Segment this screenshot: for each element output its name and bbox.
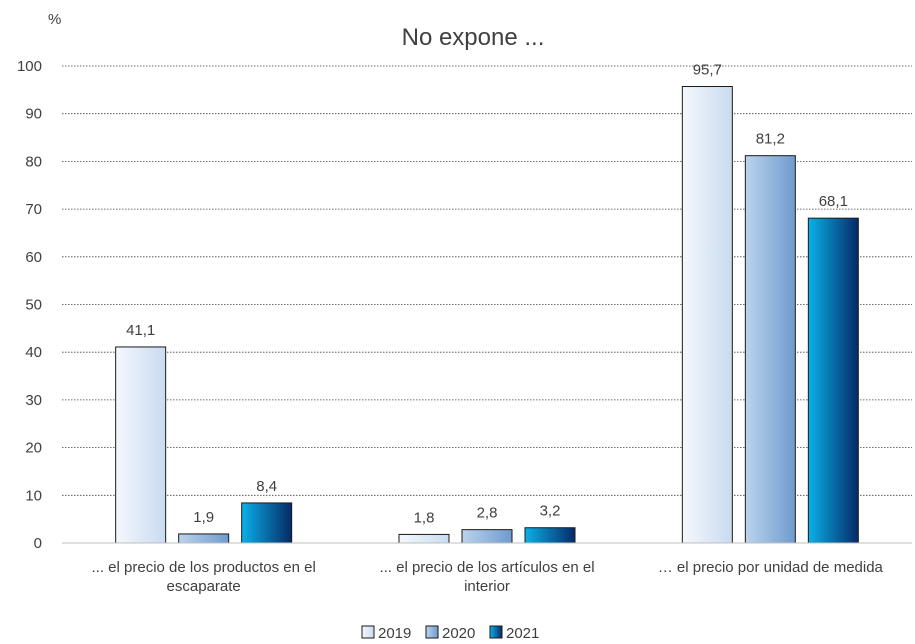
- data-label: 95,7: [693, 62, 722, 79]
- y-tick-label: 40: [25, 344, 42, 361]
- bar-2019-cat2: [398, 533, 450, 544]
- data-labels: 41,1 1,9 8,4 1,8 2,8 3,2 95,7 81,2 68,1: [126, 62, 848, 527]
- bar-2020-cat2: [461, 529, 513, 544]
- bar-2021-cat3: [807, 217, 859, 544]
- bar-2020-cat1: [178, 533, 230, 544]
- legend: 2019 2020 2021: [361, 625, 539, 642]
- y-tick-label: 70: [25, 201, 42, 218]
- y-tick-label: 20: [25, 440, 42, 457]
- legend-label: 2019: [378, 625, 411, 642]
- x-category-label: escaparate: [167, 578, 241, 595]
- legend-swatch-2019: [361, 625, 375, 639]
- chart-title: No expone ...: [402, 24, 545, 51]
- data-label: 1,8: [414, 509, 435, 526]
- legend-swatch-2021: [489, 625, 503, 639]
- x-category-label: interior: [464, 578, 510, 595]
- y-tick-label: 0: [34, 535, 42, 552]
- y-tick-label: 10: [25, 487, 42, 504]
- bar-2020-cat3: [744, 155, 796, 544]
- x-category-label: ... el precio de los productos en el: [92, 559, 316, 576]
- bars: [115, 86, 859, 544]
- x-category-label: … el precio por unidad de medida: [658, 559, 884, 576]
- y-axis-unit-label: %: [48, 11, 61, 28]
- y-tick-label: 80: [25, 153, 42, 170]
- data-label: 68,1: [819, 193, 848, 210]
- bar-2021-cat1: [241, 502, 293, 544]
- data-label: 2,8: [477, 505, 498, 522]
- legend-label: 2020: [442, 625, 475, 642]
- data-label: 8,4: [256, 478, 277, 495]
- y-tick-label: 50: [25, 297, 42, 314]
- data-label: 1,9: [193, 509, 214, 526]
- data-label: 81,2: [756, 131, 785, 148]
- data-label: 3,2: [540, 503, 561, 520]
- bar-2021-cat2: [524, 527, 576, 544]
- y-tick-label: 30: [25, 392, 42, 409]
- bar-2019-cat3: [681, 86, 733, 544]
- legend-label: 2021: [506, 625, 539, 642]
- y-tick-label: 100: [17, 58, 42, 75]
- x-category-label: ... el precio de los artículos en el: [379, 559, 594, 576]
- legend-swatch-2020: [425, 625, 439, 639]
- bar-2019-cat1: [115, 346, 167, 544]
- data-label: 41,1: [126, 322, 155, 339]
- y-tick-label: 60: [25, 249, 42, 266]
- y-tick-label: 90: [25, 106, 42, 123]
- axes: 0 10 20 30 40 50 60 70 80 90 100 ... el precio de l…: [17, 58, 912, 595]
